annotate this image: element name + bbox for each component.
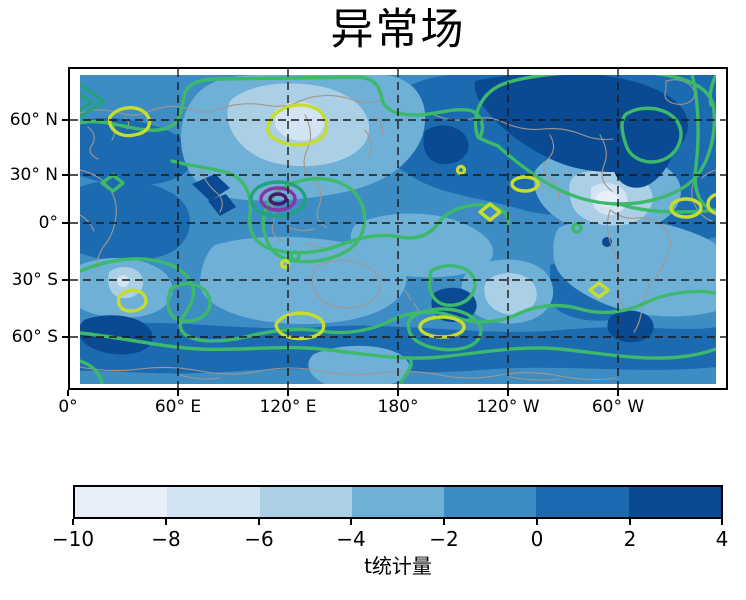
y-tick-mark xyxy=(62,279,68,281)
x-axis-tick-label: 120° E xyxy=(259,397,317,417)
coastlines-layer xyxy=(80,79,716,381)
colorbar-tick-label: 0 xyxy=(530,527,544,551)
teal-chevron-contour xyxy=(80,83,106,119)
colorbar-tick-mark xyxy=(72,519,74,525)
colorbar-tick-label: −2 xyxy=(429,527,459,551)
colorbar-tick-label: 2 xyxy=(623,527,637,551)
colorbar xyxy=(73,485,723,519)
y-tick-mark xyxy=(62,222,68,224)
colorbar-segment xyxy=(351,487,445,517)
x-axis-tick-label: 180° xyxy=(377,397,419,417)
y-tick-mark xyxy=(62,174,68,176)
x-tick-mark xyxy=(397,390,399,396)
colorbar-label: t统计量 xyxy=(364,554,432,578)
colorbar-tick-label: −4 xyxy=(336,527,366,551)
x-tick-mark xyxy=(287,390,289,396)
x-axis-tick-label: 60° W xyxy=(591,397,645,417)
colorbar-tick-mark xyxy=(721,519,723,525)
page-title: 异常场 xyxy=(330,5,466,55)
colorbar-tick-mark xyxy=(350,519,352,525)
y-tick-mark xyxy=(62,119,68,121)
colorbar-tick-label: 4 xyxy=(715,527,729,551)
colorbar-tick-mark xyxy=(536,519,538,525)
colorbar-segment xyxy=(259,487,352,517)
x-axis-tick-label: 120° W xyxy=(476,397,540,417)
y-tick-mark xyxy=(62,336,68,338)
y-axis-tick-label: 30° S xyxy=(11,270,58,290)
colorbar-tick-mark xyxy=(629,519,631,525)
colorbar-tick-label: −10 xyxy=(51,527,95,551)
colorbar-tick-label: −6 xyxy=(244,527,274,551)
colorbar-tick-mark xyxy=(165,519,167,525)
colorbar-tick-mark xyxy=(443,519,445,525)
x-axis-tick-label: 0° xyxy=(58,397,78,417)
colorbar-segment xyxy=(628,487,721,517)
x-tick-mark xyxy=(177,390,179,396)
contour-layer xyxy=(80,75,716,384)
colorbar-segment xyxy=(167,487,260,517)
colorbar-segment xyxy=(75,487,168,517)
x-tick-mark xyxy=(617,390,619,396)
map-frame xyxy=(68,67,728,390)
colorbar-segment xyxy=(536,487,629,517)
colorbar-tick-mark xyxy=(258,519,260,525)
x-axis-tick-label: 60° E xyxy=(154,397,202,417)
y-axis-tick-label: 0° xyxy=(38,213,58,233)
colorbar-tick-label: −8 xyxy=(151,527,181,551)
y-axis-tick-label: 60° N xyxy=(9,110,58,130)
x-tick-mark xyxy=(67,390,69,396)
x-tick-mark xyxy=(507,390,509,396)
colorbar-segment xyxy=(444,487,537,517)
y-axis-tick-label: 30° N xyxy=(9,165,58,185)
y-axis-tick-label: 60° S xyxy=(11,327,58,347)
purple-contour-rings xyxy=(249,180,307,218)
grid-overlay xyxy=(70,69,726,388)
